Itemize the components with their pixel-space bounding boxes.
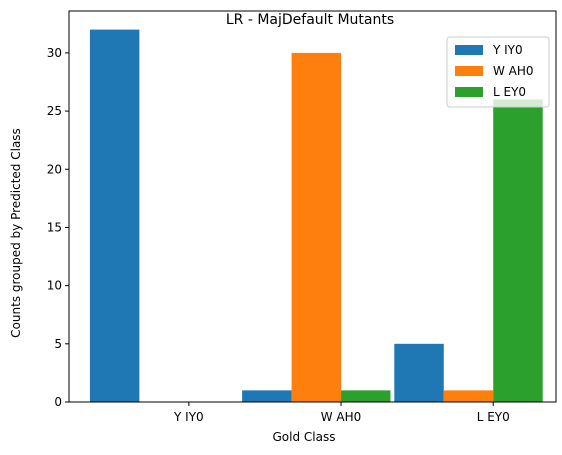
legend: Y IY0 W AH0 L EY0 [446,36,550,108]
y-tick-label: 15 [47,220,62,234]
x-tick-label: W AH0 [321,410,362,424]
legend-swatch [455,45,483,55]
bar-1-1 [291,52,342,403]
legend-label: Y IY0 [492,43,523,57]
bar-1-2 [443,390,494,402]
legend-label: L EY0 [493,85,526,99]
x-tick-label: L EY0 [477,410,510,424]
bar-2-1 [341,390,391,402]
y-axis: 0 5 10 15 20 25 30 [47,46,69,409]
y-tick-label: 10 [47,279,62,293]
plot-frame [68,10,557,403]
bar-0-2 [394,343,444,402]
bar-2-2 [493,99,543,402]
legend-swatch [455,66,483,76]
x-axis-label: Gold Class [273,430,336,444]
y-tick-label: 20 [47,162,62,176]
bar-0-0 [89,29,140,402]
bars [89,29,543,403]
y-tick-label: 30 [47,46,62,60]
y-tick-label: 0 [54,395,62,409]
y-tick-label: 5 [54,337,62,351]
legend-swatch [455,87,483,97]
y-tick-label: 25 [47,104,62,118]
legend-label: W AH0 [493,64,534,78]
chart-title: LR - MajDefault Mutants [226,12,394,28]
bar-0-1 [242,390,292,402]
x-tick-label: Y IY0 [173,410,204,424]
y-axis-label: Counts grouped by Predicted Class [9,128,23,338]
x-axis: Y IY0 W AH0 L EY0 [173,402,510,424]
